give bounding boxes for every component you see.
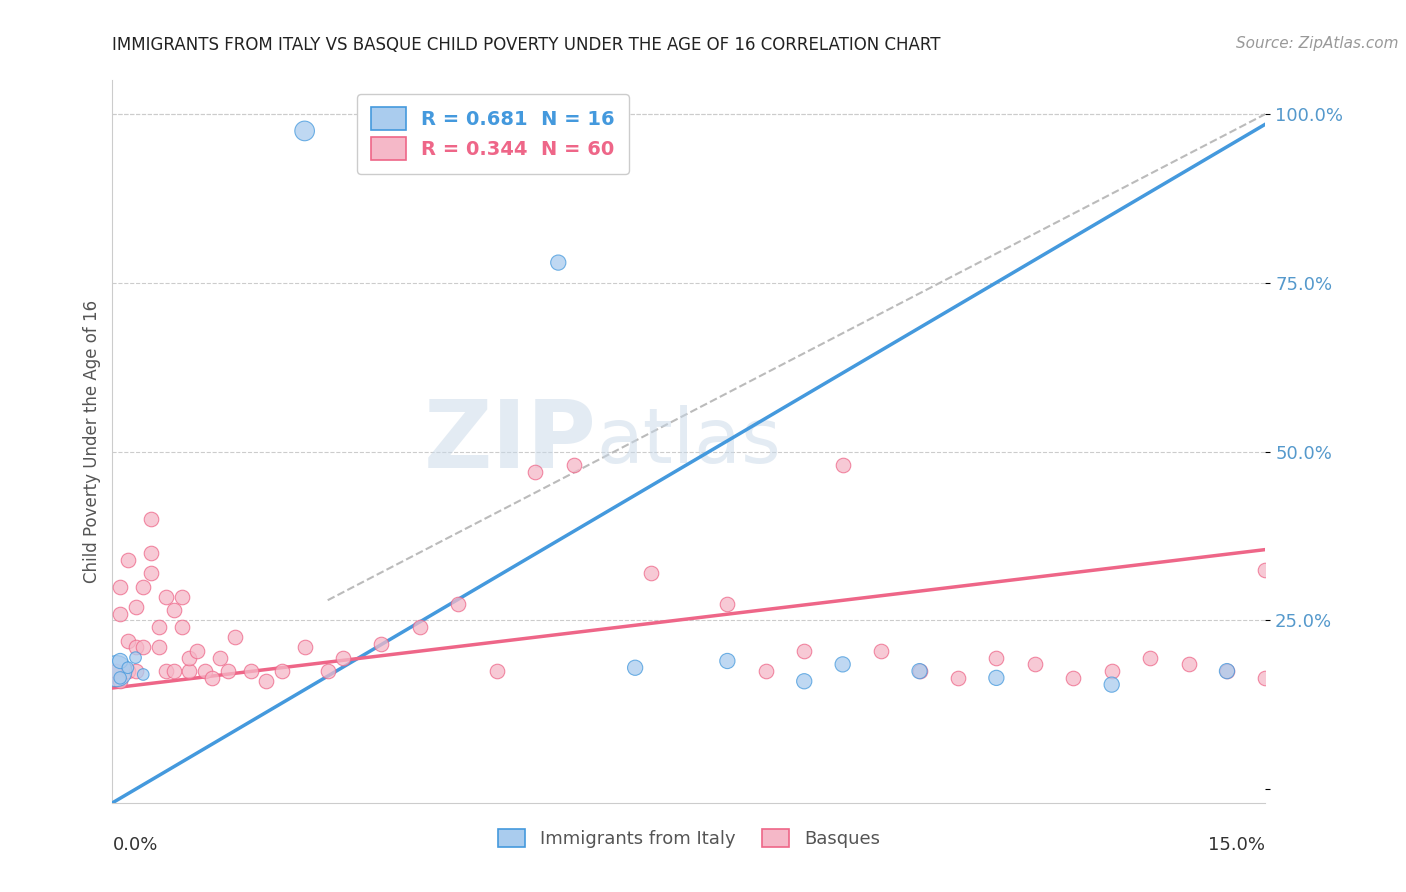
- Point: [716, 654, 738, 668]
- Point: [117, 661, 139, 675]
- Point: [124, 599, 146, 614]
- Point: [870, 644, 893, 658]
- Point: [139, 546, 162, 560]
- Point: [1254, 563, 1277, 577]
- Point: [163, 664, 186, 678]
- Point: [179, 664, 201, 678]
- Point: [108, 607, 131, 621]
- Text: atlas: atlas: [596, 405, 782, 478]
- Point: [254, 674, 277, 689]
- Point: [1101, 678, 1123, 692]
- Point: [755, 664, 778, 678]
- Point: [1216, 664, 1239, 678]
- Point: [124, 664, 146, 678]
- Point: [224, 631, 246, 645]
- Point: [831, 458, 853, 472]
- Point: [716, 597, 738, 611]
- Point: [1024, 657, 1046, 672]
- Point: [624, 661, 647, 675]
- Point: [409, 620, 432, 634]
- Point: [447, 597, 470, 611]
- Text: ZIP: ZIP: [423, 395, 596, 488]
- Point: [370, 637, 392, 651]
- Point: [105, 664, 128, 678]
- Point: [132, 640, 155, 655]
- Point: [217, 664, 239, 678]
- Point: [105, 664, 128, 678]
- Point: [1216, 664, 1239, 678]
- Point: [831, 657, 853, 672]
- Point: [108, 674, 131, 689]
- Point: [108, 654, 131, 668]
- Point: [793, 674, 815, 689]
- Point: [239, 664, 262, 678]
- Point: [294, 124, 316, 138]
- Point: [148, 640, 170, 655]
- Point: [124, 640, 146, 655]
- Point: [1177, 657, 1199, 672]
- Point: [186, 644, 208, 658]
- Point: [170, 590, 193, 604]
- Point: [108, 580, 131, 594]
- Point: [209, 650, 232, 665]
- Legend: Immigrants from Italy, Basques: Immigrants from Italy, Basques: [491, 822, 887, 855]
- Point: [108, 671, 131, 685]
- Point: [139, 512, 162, 526]
- Point: [986, 671, 1008, 685]
- Text: 15.0%: 15.0%: [1208, 836, 1265, 854]
- Point: [201, 671, 224, 685]
- Point: [132, 580, 155, 594]
- Point: [117, 552, 139, 566]
- Point: [1062, 671, 1084, 685]
- Point: [270, 664, 292, 678]
- Text: IMMIGRANTS FROM ITALY VS BASQUE CHILD POVERTY UNDER THE AGE OF 16 CORRELATION CH: IMMIGRANTS FROM ITALY VS BASQUE CHILD PO…: [112, 36, 941, 54]
- Point: [1139, 650, 1161, 665]
- Point: [179, 650, 201, 665]
- Text: 0.0%: 0.0%: [112, 836, 157, 854]
- Point: [124, 650, 146, 665]
- Point: [294, 640, 316, 655]
- Point: [139, 566, 162, 581]
- Point: [908, 664, 931, 678]
- Point: [1254, 671, 1277, 685]
- Point: [132, 667, 155, 681]
- Point: [316, 664, 339, 678]
- Point: [163, 603, 186, 617]
- Point: [793, 644, 815, 658]
- Y-axis label: Child Poverty Under the Age of 16: Child Poverty Under the Age of 16: [83, 300, 101, 583]
- Point: [946, 671, 969, 685]
- Point: [1101, 664, 1123, 678]
- Point: [640, 566, 662, 581]
- Point: [332, 650, 354, 665]
- Point: [908, 664, 931, 678]
- Point: [117, 664, 139, 678]
- Point: [117, 633, 139, 648]
- Point: [155, 664, 177, 678]
- Point: [194, 664, 217, 678]
- Text: Source: ZipAtlas.com: Source: ZipAtlas.com: [1236, 36, 1399, 51]
- Point: [524, 465, 547, 479]
- Point: [562, 458, 585, 472]
- Point: [155, 590, 177, 604]
- Point: [170, 620, 193, 634]
- Point: [547, 255, 569, 269]
- Point: [148, 620, 170, 634]
- Point: [986, 650, 1008, 665]
- Point: [485, 664, 508, 678]
